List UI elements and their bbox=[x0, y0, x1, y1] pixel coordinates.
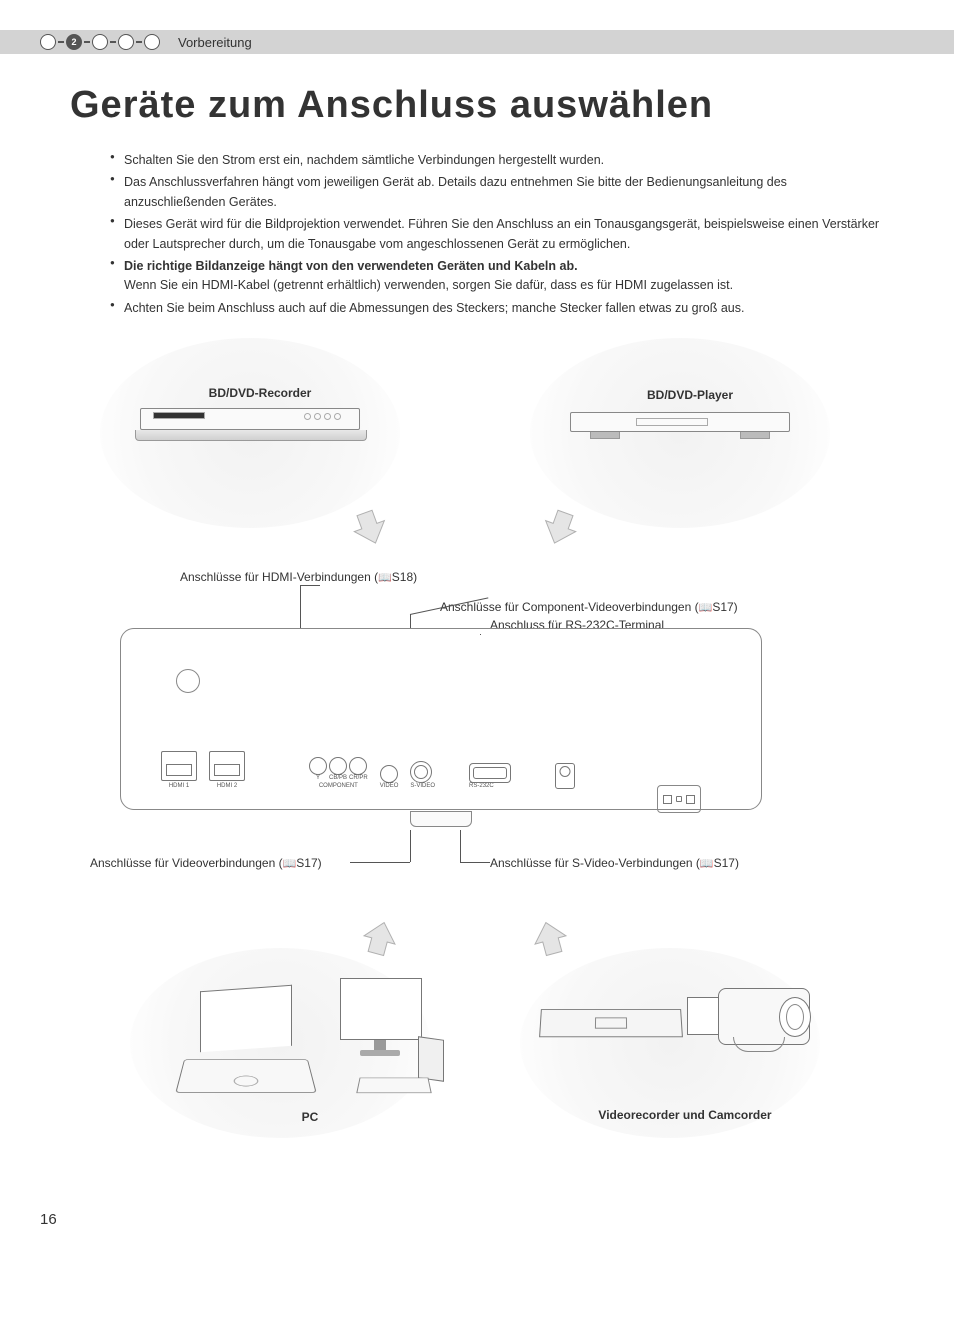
port-svideo-label: S-VIDEO bbox=[410, 783, 435, 789]
recorder-illustration bbox=[140, 408, 360, 441]
vcr-camcorder-label: Videorecorder und Camcorder bbox=[575, 1108, 795, 1122]
port-trigger bbox=[555, 763, 575, 789]
step-3-circle bbox=[92, 34, 108, 50]
player-label: BD/DVD-Player bbox=[600, 388, 780, 402]
arrow-player-down bbox=[540, 508, 580, 548]
bullet-4: Die richtige Bildanzeige hängt von den v… bbox=[110, 257, 884, 296]
port-remote bbox=[657, 785, 701, 813]
step-5-circle bbox=[144, 34, 160, 50]
connection-diagram: BD/DVD-Recorder BD/DVD-Player bbox=[70, 338, 884, 1178]
page-title: Geräte zum Anschluss auswählen bbox=[70, 84, 884, 127]
arrow-vcr-up bbox=[530, 918, 570, 958]
player-illustration bbox=[570, 412, 790, 439]
arrow-pc-up bbox=[360, 918, 400, 958]
step-indicator: 2 bbox=[40, 34, 160, 50]
vcr-camcorder-illustration bbox=[540, 978, 820, 1118]
arrow-recorder-down bbox=[350, 508, 390, 548]
port-hdmi1-label: HDMI 1 bbox=[161, 783, 197, 789]
bullet-4-sub: Wenn Sie ein HDMI-Kabel (getrennt erhält… bbox=[124, 276, 884, 295]
bullet-1: Schalten Sie den Strom erst ein, nachdem… bbox=[110, 151, 884, 170]
recorder-label: BD/DVD-Recorder bbox=[170, 386, 350, 400]
bullet-2: Das Anschlussverfahren hängt vom jeweili… bbox=[110, 173, 884, 212]
section-header: 2 Vorbereitung bbox=[0, 30, 954, 54]
bullet-3: Dieses Gerät wird für die Bildprojektion… bbox=[110, 215, 884, 254]
port-hdmi2-label: HDMI 2 bbox=[209, 783, 245, 789]
port-component-label: COMPONENT bbox=[309, 783, 368, 789]
port-rs232-label: RS-232C bbox=[469, 783, 511, 789]
hdmi-label: Anschlüsse für HDMI-Verbindungen (📖S18) bbox=[180, 570, 417, 584]
video-label: Anschlüsse für Videoverbindungen (📖S17) bbox=[90, 856, 322, 870]
step-1-circle bbox=[40, 34, 56, 50]
step-2-circle: 2 bbox=[66, 34, 82, 50]
page-number: 16 bbox=[40, 1211, 57, 1228]
bullet-4-bold: Die richtige Bildanzeige hängt von den v… bbox=[124, 259, 578, 273]
pc-label: PC bbox=[270, 1110, 350, 1124]
section-name: Vorbereitung bbox=[178, 35, 252, 50]
intro-bullets: Schalten Sie den Strom erst ein, nachdem… bbox=[70, 151, 884, 318]
projector-illustration: HDMI 1 HDMI 2 Y CB/PB CR/PR bbox=[120, 628, 760, 848]
bullet-5: Achten Sie beim Anschluss auch auf die A… bbox=[110, 299, 884, 318]
svideo-label: Anschlüsse für S-Video-Verbindungen (📖S1… bbox=[490, 856, 739, 870]
component-label: Anschlüsse für Component-Videoverbindung… bbox=[440, 600, 738, 614]
step-4-circle bbox=[118, 34, 134, 50]
port-video-label: VIDEO bbox=[380, 783, 399, 789]
pc-illustration bbox=[180, 978, 440, 1118]
